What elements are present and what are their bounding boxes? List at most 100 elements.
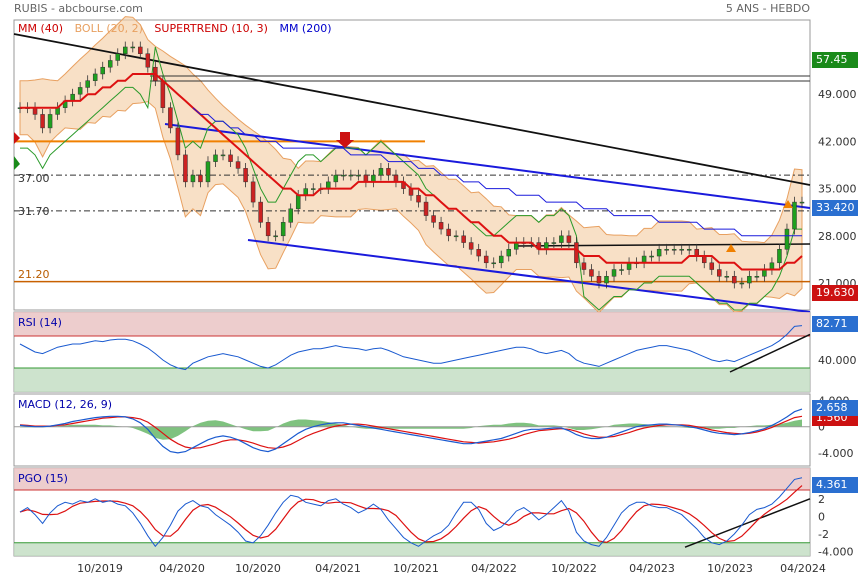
- macd-value-tag: 2.658: [812, 400, 858, 416]
- main-ytick-0: 49.000: [818, 88, 857, 101]
- candle-body: [792, 201, 797, 230]
- candle-body: [243, 168, 248, 183]
- candle-body: [724, 276, 730, 278]
- candle-body: [386, 168, 391, 176]
- rsi-label: RSI (14): [18, 316, 62, 329]
- candle-body: [732, 276, 737, 284]
- candle-body: [702, 255, 707, 264]
- candle-body: [784, 228, 790, 250]
- candle-body: [664, 249, 669, 251]
- candle-body: [762, 269, 767, 277]
- candle-body: [130, 46, 136, 49]
- macd-line: [19, 408, 803, 454]
- candle-body: [198, 174, 203, 183]
- pgo-trend-line: [684, 498, 811, 548]
- candle-body: [258, 201, 263, 223]
- candle-body: [476, 249, 481, 257]
- candle-body: [717, 269, 722, 277]
- support-line: [514, 243, 811, 247]
- xtick-3: 04/2021: [315, 562, 361, 575]
- candle-body: [295, 195, 301, 210]
- candle-body: [205, 161, 211, 183]
- candle-body: [138, 46, 143, 54]
- candle-body: [506, 249, 511, 257]
- xtick-6: 10/2022: [551, 562, 597, 575]
- candle-body: [213, 154, 218, 162]
- bollinger-band: [19, 16, 803, 314]
- rsi-trend-line: [729, 333, 811, 373]
- candle-body: [47, 114, 53, 129]
- candle-body: [273, 235, 278, 238]
- legend-boll: BOLL (20, 2): [74, 22, 143, 35]
- period-label: 5 ANS - HEBDO: [725, 2, 810, 15]
- candle-body: [483, 255, 489, 264]
- candle-body: [431, 215, 436, 223]
- main-ytick-1: 42.000: [818, 135, 857, 148]
- candle-body: [446, 228, 451, 237]
- candle-body: [777, 249, 782, 264]
- pgo-low-zone: [14, 542, 810, 556]
- candle-body: [604, 276, 609, 284]
- candle-body: [280, 222, 286, 237]
- xtick-2: 10/2020: [235, 562, 281, 575]
- xtick-1: 04/2020: [159, 562, 205, 575]
- rsi-line: [19, 325, 803, 371]
- pgo-high-zone: [14, 468, 810, 490]
- sell-arrow: [336, 132, 354, 148]
- candle-body: [40, 114, 45, 129]
- macd-label: MACD (12, 26, 9): [18, 398, 113, 411]
- candle-body: [348, 174, 354, 177]
- pgo-label: PGO (15): [18, 472, 68, 485]
- candle-body: [77, 87, 83, 95]
- legend-supertrend: SUPERTREND (10, 3): [154, 22, 268, 35]
- candle-body: [220, 154, 226, 157]
- candle-body: [85, 80, 90, 88]
- pgo-signal-line: [19, 485, 803, 544]
- main-ytick-2: 35.000: [818, 183, 857, 196]
- candle-body: [160, 80, 166, 108]
- candle-body: [498, 255, 504, 264]
- xtick-7: 04/2023: [629, 562, 675, 575]
- buy-arrow-1: [726, 244, 736, 252]
- legend-mm200: MM (200): [279, 22, 332, 35]
- candle-body: [363, 174, 369, 183]
- candle-body: [423, 201, 429, 216]
- candle-body: [145, 53, 151, 68]
- candle-body: [551, 242, 557, 244]
- xtick-0: 10/2019: [77, 562, 123, 575]
- candle-body: [115, 53, 120, 61]
- candle-body: [100, 66, 105, 75]
- xtick-5: 04/2022: [471, 562, 517, 575]
- candle-body: [468, 242, 474, 250]
- candle-body: [183, 154, 188, 183]
- candle-body: [107, 60, 113, 68]
- candle-body: [559, 235, 564, 243]
- buy-marker-left: [14, 156, 20, 170]
- macd-ytick-1: 0: [818, 421, 825, 434]
- pgo-value-tag: 4.361: [812, 477, 858, 493]
- candle-body: [438, 222, 444, 230]
- supertrend-line: [20, 46, 802, 311]
- candle-body: [168, 107, 173, 129]
- candle-body: [686, 249, 692, 251]
- candle-body: [356, 174, 361, 177]
- candle-body: [491, 262, 496, 265]
- candle-body: [626, 262, 632, 270]
- candle-body: [596, 276, 602, 284]
- candle-body: [326, 181, 331, 189]
- candle-body: [288, 208, 293, 223]
- pgo-ytick-2: -2: [818, 528, 829, 541]
- main-ytick-3: 28.000: [818, 230, 857, 243]
- buy-arrow-2: [783, 200, 793, 208]
- candle-body: [619, 269, 624, 271]
- candle-body: [649, 255, 654, 258]
- pgo-ytick-1: 0: [818, 510, 825, 523]
- candle-body: [416, 195, 421, 203]
- price-tag-last: 33.420: [812, 200, 858, 216]
- candle-body: [333, 174, 339, 183]
- rsi-oversold-zone: [14, 368, 810, 392]
- xtick-9: 04/2024: [780, 562, 826, 575]
- rsi-ytick-0: 40.000: [818, 354, 857, 367]
- candle-body: [799, 201, 805, 204]
